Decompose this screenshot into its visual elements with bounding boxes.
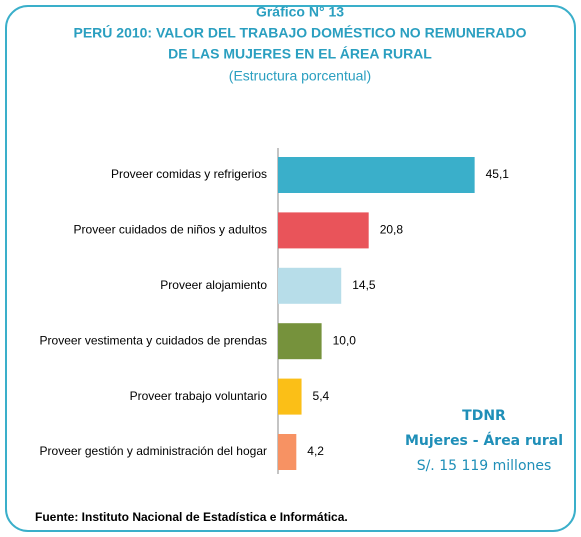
chart-subtitle: (Estructura porcentual) [229,68,371,84]
value-label: 20,8 [380,223,404,237]
y-tick-label: Proveer cuidados de niños y adultos [74,223,267,237]
frame [5,5,576,532]
chart-title: PERÚ 2010: VALOR DEL TRABAJO DOMÉSTICO N… [74,24,527,41]
bar [278,378,302,415]
bar [278,267,342,304]
annotation: TDNR [462,408,506,424]
bar [278,212,369,249]
chart-heading: Gráfico N° 13 [256,4,344,20]
bar [278,323,322,360]
value-label: 5,4 [313,389,330,403]
y-tick-label: Proveer alojamiento [160,278,267,292]
chart-title: DE LAS MUJERES EN EL ÁREA RURAL [168,46,432,62]
source: Fuente: Instituto Nacional de Estadístic… [35,510,348,524]
annotation: S/. 15 119 millones [417,458,552,474]
value-label: 4,2 [307,444,324,458]
y-tick-label: Proveer vestimenta y cuidados de prendas [40,333,267,347]
bar [278,157,475,193]
y-tick-label: Proveer comidas y refrigerios [111,167,267,181]
bar [278,434,297,470]
annotation: Mujeres - Área rural [405,432,563,449]
y-tick-label: Proveer trabajo voluntario [130,389,268,403]
value-label: 14,5 [352,278,376,292]
value-label: 45,1 [486,167,510,181]
value-label: 10,0 [333,333,357,347]
y-tick-label: Proveer gestión y administración del hog… [40,444,267,458]
